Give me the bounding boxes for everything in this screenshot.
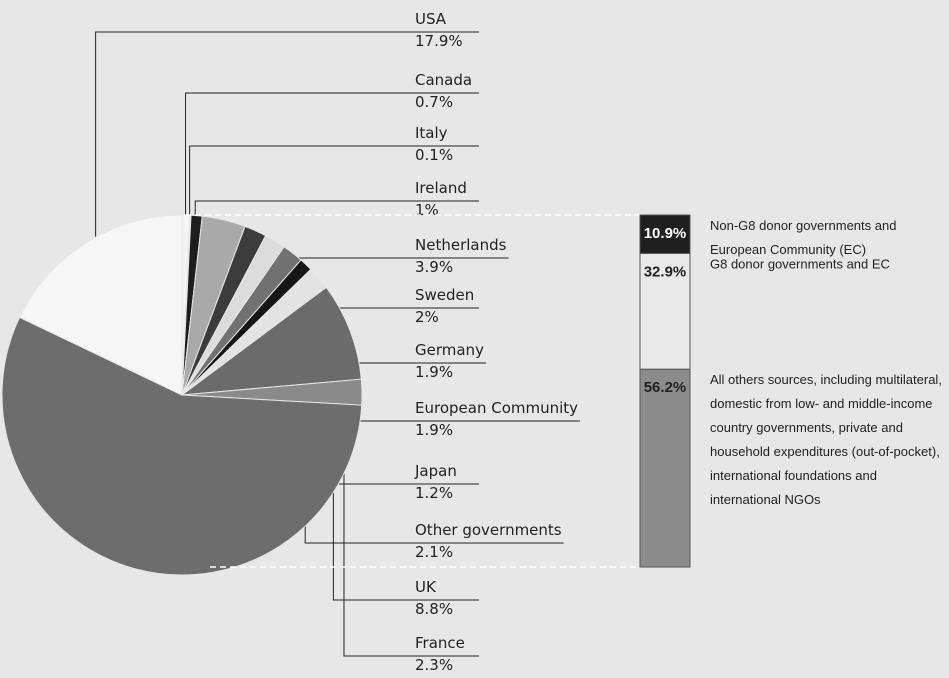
leader-line [189,145,479,234]
bar-value-label: 32.9% [644,263,687,280]
slice-value-label: 1.9% [415,363,453,381]
slice-label: USA [415,10,447,28]
leader-line [343,392,479,657]
slice-label: European Community [415,399,578,417]
legend-line: G8 donor governments and EC [710,256,890,271]
pie-slice [18,214,183,396]
slice-value-label: 0.7% [415,93,453,111]
slice-value-label: 2.1% [415,543,453,561]
slice-label: Ireland [415,179,467,197]
bar-segment [639,252,691,370]
bar-segment [639,214,691,254]
slice-value-label: 8.8% [415,600,453,618]
slice-label: Italy [415,124,448,142]
slice-value-label: 1.9% [415,421,453,439]
slice-value-label: 17.9% [415,32,463,50]
legend-text: G8 donor governments and EC [710,256,890,271]
pie-slice [180,286,362,396]
slice-label: Canada [415,71,472,89]
legend-line: international foundations and [710,468,881,483]
legend-line: Non-G8 donor governments and [710,218,900,233]
slice-value-label: 0.1% [415,146,453,164]
legend-line: domestic from low- and middle-income [710,396,936,411]
legend-text: All others sources, including multilater… [710,372,946,507]
leader-line [185,92,479,234]
bar-value-label: 10.9% [644,225,687,242]
slice-value-label: 2% [415,308,439,326]
slice-label: Netherlands [415,236,507,254]
legend-line: All others sources, including multilater… [710,372,946,387]
slice-label: Sweden [415,286,474,304]
legend-line: European Community (EC) [710,242,866,257]
legend-line: household expenditures (out-of-pocket), [710,444,943,459]
legend-line: international NGOs [710,492,821,507]
slice-label: Germany [415,341,484,359]
slice-label: France [415,634,465,652]
slice-value-label: 1% [415,201,439,219]
slice-label: UK [415,578,437,596]
slice-label: Other governments [415,521,562,539]
bar-value-label: 56.2% [644,379,687,396]
slice-label: Japan [414,462,457,480]
pie-slice [1,316,363,576]
slice-value-label: 3.9% [415,258,453,276]
slice-value-label: 1.2% [415,484,453,502]
bar-segment [639,368,691,568]
slice-value-label: 2.3% [415,656,453,674]
legend-line: country governments, private and [710,420,907,435]
leader-line [95,31,479,258]
legend-text: Non-G8 donor governments and European Co… [710,218,900,257]
